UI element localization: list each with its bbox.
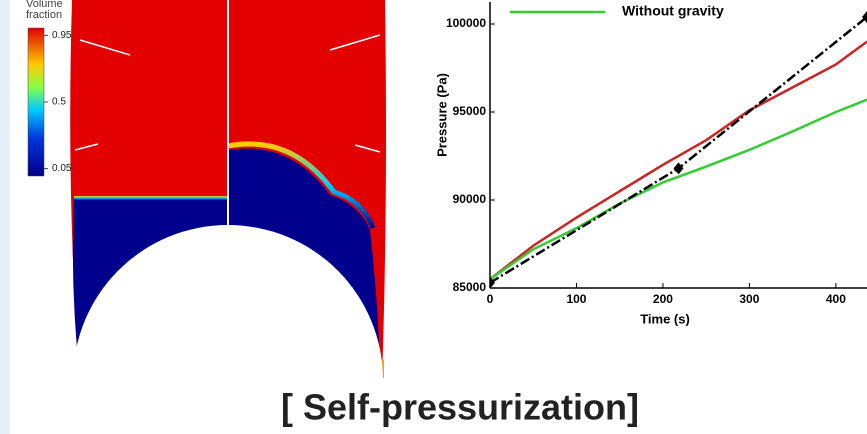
slide: Volumefraction0.950.50.05 [ Self-pressur…: [0, 0, 867, 434]
simulation: [70, 0, 386, 380]
x-tick-label: 0: [487, 292, 494, 306]
x-tick-label: 200: [653, 292, 673, 306]
colorbar-tick-label: 0.5: [52, 97, 66, 108]
colorbar: [28, 28, 44, 176]
y-tick-label: 85000: [453, 280, 487, 294]
x-tick-label: 400: [826, 292, 846, 306]
line-chart: 0 100 200 300 400 85000 90000 95000 100000 Time (…: [434, 2, 867, 326]
y-tick-label: 95000: [453, 104, 487, 118]
series-line: [490, 100, 867, 280]
x-axis-label: Time (s): [640, 311, 690, 326]
colorbar-title: fraction: [26, 9, 62, 21]
x-tick-label: 300: [739, 292, 759, 306]
y-axis-label: Pressure (Pa): [434, 73, 449, 157]
y-tick-label: 90000: [453, 192, 487, 206]
caption: [ Self-pressurization]: [281, 387, 639, 428]
x-tick-label: 100: [566, 292, 586, 306]
legend-label: Without gravity: [622, 3, 724, 19]
colorbar-tick-label: 0.95: [52, 30, 72, 41]
page: Volumefraction0.950.50.05 [ Self-pressur…: [0, 0, 867, 434]
y-tick-label: 100000: [446, 16, 486, 30]
colorbar-tick-label: 0.05: [52, 163, 72, 174]
side-strip: [0, 0, 10, 434]
marker: [485, 277, 495, 289]
plot-area: [485, 11, 867, 289]
